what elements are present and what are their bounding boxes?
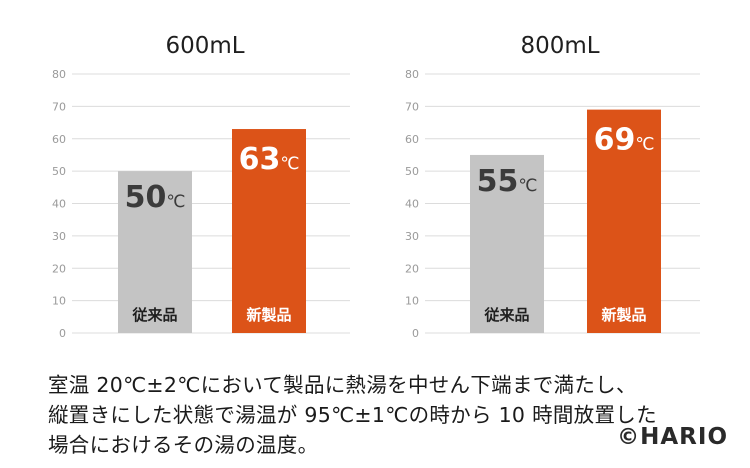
y-tick-label: 60: [405, 133, 419, 146]
copyright-icon: ©: [617, 424, 640, 450]
category-label: 新製品: [246, 306, 291, 324]
y-tick-label: 50: [52, 165, 66, 178]
data-label: 55℃: [477, 164, 538, 199]
y-tick-label: 80: [405, 68, 419, 81]
data-label: 69℃: [594, 123, 655, 158]
bar: [587, 109, 661, 333]
y-tick-label: 20: [405, 262, 419, 275]
y-tick-label: 50: [405, 165, 419, 178]
category-label: 従来品: [483, 306, 529, 324]
y-tick-label: 70: [52, 100, 66, 113]
chart-title: 600mL: [165, 33, 244, 59]
y-tick-label: 30: [52, 230, 66, 243]
y-tick-label: 60: [52, 133, 66, 146]
caption-line-2: 縦置きにした状態で湯温が 95℃±1℃の時から 10 時間放置した: [48, 403, 657, 427]
category-label: 従来品: [131, 306, 177, 324]
caption-line-1: 室温 20℃±2℃において製品に熱湯を中せん下端まで満たし、: [48, 373, 637, 397]
chart-title: 800mL: [520, 33, 599, 59]
y-tick-label: 10: [405, 295, 419, 308]
y-tick-label: 40: [52, 198, 66, 211]
y-tick-label: 70: [405, 100, 419, 113]
charts-area: 600mL 0 10 20 30 40 50 60 70 80 50℃ 従来品 63℃ 新製品 800mL 0…: [52, 33, 700, 340]
bar: [232, 129, 306, 333]
data-label: 50℃: [125, 180, 186, 215]
y-tick-label: 80: [52, 68, 66, 81]
bar-charts: 600mL 0 10 20 30 40 50 60 70 80 50℃ 従来品 63℃ 新製品 800mL 0…: [52, 33, 700, 340]
brand-name: HARIO: [640, 424, 728, 450]
y-tick-label: 0: [412, 327, 419, 340]
bar: [470, 154, 544, 333]
y-tick-label: 20: [52, 262, 66, 275]
bar: [118, 171, 192, 333]
category-label: 新製品: [601, 306, 646, 324]
caption: 室温 20℃±2℃において製品に熱湯を中せん下端まで満たし、 縦置きにした状態で…: [48, 370, 738, 460]
y-tick-label: 0: [59, 327, 66, 340]
hario-logo: © HARIO: [617, 424, 728, 450]
data-label: 63℃: [239, 142, 300, 177]
caption-line-3: 場合におけるその湯の温度。: [48, 433, 319, 457]
y-tick-label: 40: [405, 198, 419, 211]
y-tick-label: 30: [405, 230, 419, 243]
y-tick-label: 10: [52, 295, 66, 308]
